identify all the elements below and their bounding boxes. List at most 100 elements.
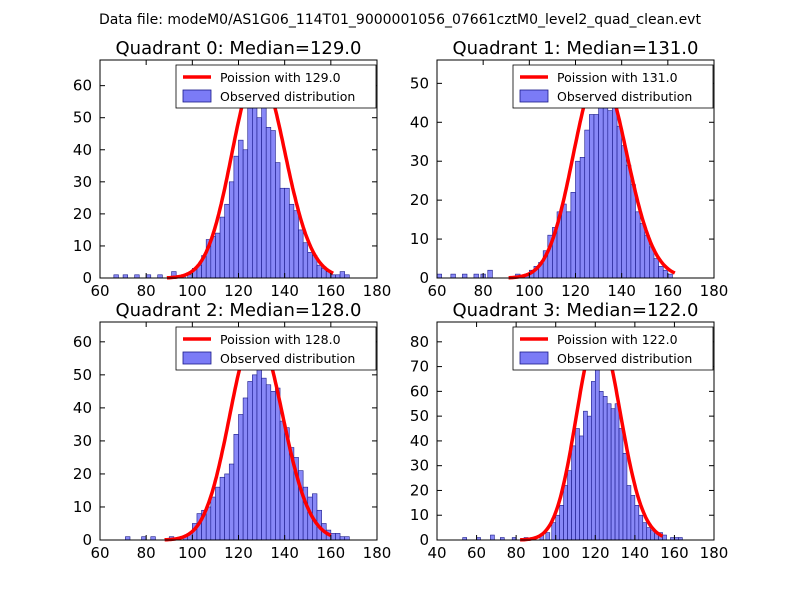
y-tick-label: 20 [410, 191, 429, 209]
histogram-bar [265, 127, 272, 279]
x-tick-label: 60 [427, 282, 446, 300]
y-tick-label: 10 [73, 498, 92, 516]
histogram-bar [606, 403, 612, 541]
subplot-2: 60 80 100 120 140 160 180 0 10 20 30 40 50 60 Quadrant… [73, 300, 391, 562]
histogram-bar [594, 353, 600, 541]
y-tick-label: 20 [73, 205, 92, 223]
histogram-bar [242, 397, 249, 541]
histogram-bar [579, 157, 586, 279]
histogram-bar [335, 533, 341, 541]
histogram-bar [598, 391, 604, 541]
histogram-bar [330, 533, 336, 541]
histogram-bar [583, 410, 588, 541]
histogram-bar [224, 473, 230, 541]
figure-suptitle: Data file: modeM0/AS1G06_114T01_90000010… [99, 12, 701, 28]
histogram-bar [646, 527, 651, 541]
y-tick-label: 0 [419, 531, 429, 549]
y-tick-label: 40 [410, 113, 429, 131]
subplot-title: Quadrant 3: Median=122.0 [453, 300, 699, 321]
histogram-bar [622, 452, 628, 541]
histogram-bar [293, 210, 299, 279]
histogram-bar [589, 114, 595, 279]
y-tick-label: 0 [82, 269, 92, 287]
x-tick-label: 140 [270, 282, 299, 300]
histogram-bar [559, 505, 564, 541]
histogram-bar [490, 534, 495, 541]
x-tick-label: 120 [581, 544, 610, 562]
legend: Poission with 131.0 Observed distribution [512, 64, 714, 109]
histogram-bar [261, 85, 267, 279]
histogram-bar [252, 374, 258, 541]
histogram-bar [662, 534, 667, 541]
x-tick-label: 140 [621, 544, 650, 562]
histogram-bar [612, 98, 618, 279]
histogram-bar [224, 203, 230, 279]
x-tick-label: 180 [363, 544, 392, 562]
subplot-title: Quadrant 1: Median=131.0 [453, 38, 699, 59]
subplot-3: 40 60 80 100 120 140 160 180 0 10 20 30 40 50 60 70 80 Qu… [410, 300, 728, 562]
histogram-bar [602, 90, 609, 279]
x-tick-label: 120 [224, 282, 253, 300]
y-tick-label: 40 [73, 141, 92, 159]
histogram-bar [565, 211, 572, 279]
x-tick-label: 80 [137, 544, 156, 562]
histogram-bar [563, 485, 568, 541]
histogram-bar [436, 273, 442, 279]
histogram-bar [602, 396, 608, 541]
histogram-bar [215, 486, 221, 541]
histogram-bar [635, 211, 641, 279]
x-tick-label: 100 [178, 544, 207, 562]
x-tick-label: 160 [660, 544, 689, 562]
y-tick-label: 40 [410, 432, 429, 450]
histogram-bar [275, 162, 281, 279]
histogram-bar [215, 232, 221, 279]
histogram-bar [591, 381, 596, 541]
histogram-bar [571, 445, 576, 541]
x-tick-label: 140 [270, 544, 299, 562]
x-tick-label: 160 [317, 282, 346, 300]
histogram-bar [616, 125, 622, 279]
histogram-bar [228, 181, 235, 279]
histogram-bar [621, 145, 627, 279]
y-tick-label: 60 [410, 382, 429, 400]
histogram-bar [634, 505, 640, 541]
y-tick-label: 20 [73, 465, 92, 483]
y-tick-label: 30 [73, 432, 92, 450]
histogram-bar [575, 428, 580, 541]
histogram-bar [667, 273, 673, 279]
histogram-bar [614, 403, 620, 541]
histogram-bar [587, 415, 592, 541]
x-tick-label: 80 [507, 544, 526, 562]
legend-bar-swatch [519, 351, 549, 365]
subplot-title: Quadrant 0: Median=129.0 [116, 38, 362, 59]
histogram-bar [279, 420, 285, 541]
histogram-bar [298, 229, 304, 279]
x-tick-label: 60 [467, 544, 486, 562]
histogram-bar [551, 522, 557, 541]
y-tick-label: 50 [73, 366, 92, 384]
legend-bar-label: Observed distribution [220, 351, 355, 366]
histogram-bar [584, 129, 590, 279]
histogram-bar [618, 428, 624, 541]
y-tick-label: 60 [73, 333, 92, 351]
histogram-bar [316, 264, 322, 279]
histogram-bar [567, 470, 572, 541]
y-tick-label: 80 [410, 333, 429, 351]
histogram-bar [450, 273, 456, 279]
subplot-0: 60 80 100 120 140 160 180 0 10 20 30 40 50 60 Quadrant… [73, 38, 391, 300]
histogram-bar [575, 160, 581, 279]
legend-curve-label: Poission with 122.0 [557, 332, 678, 347]
x-tick-label: 80 [474, 282, 493, 300]
histogram-bar [630, 184, 636, 279]
histogram-bar [658, 266, 664, 279]
subplot-1: 60 80 100 120 140 160 180 0 10 20 30 40 50 Quadrant 1… [410, 38, 728, 300]
legend: Poission with 122.0 Observed distribution [512, 326, 714, 371]
x-tick-label: 160 [317, 544, 346, 562]
x-tick-label: 160 [654, 282, 683, 300]
histogram-bar [653, 258, 659, 279]
histogram-bar [265, 384, 272, 541]
histogram-bar [252, 104, 258, 279]
x-tick-label: 100 [541, 544, 570, 562]
histogram-bar [233, 434, 239, 541]
histogram-bar [247, 107, 253, 279]
